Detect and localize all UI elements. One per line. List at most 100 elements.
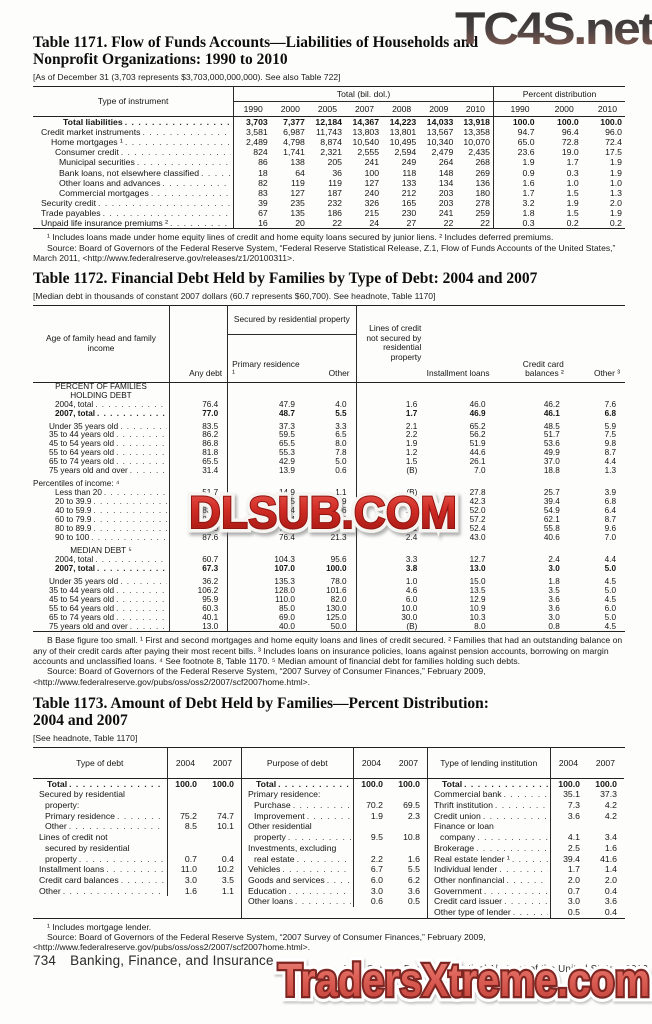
cell: 52.0: [469, 506, 486, 516]
cell: 5.0: [604, 612, 616, 622]
col-header-lines-of-credit: Lines of credit not secured by residenti…: [355, 305, 427, 383]
cell: 1.3: [609, 187, 622, 198]
cell: 76.4: [227, 533, 304, 543]
cell: 0.7: [166, 853, 204, 865]
cell: 42.3: [469, 497, 486, 507]
col-header-any-debt: Any debt: [168, 305, 228, 383]
cell: [227, 476, 304, 481]
cell: 8.0: [335, 439, 347, 449]
cell: 44.6: [469, 448, 486, 458]
cell: 14,033: [426, 116, 454, 127]
table-row: Other8.5 10.1: [33, 821, 241, 833]
year-header: 2010: [597, 103, 617, 114]
row-label: Bank loans, not elsewhere classified: [33, 168, 234, 178]
cell: 1.0: [609, 177, 622, 188]
cell: 235: [290, 197, 305, 208]
cell: [569, 547, 625, 556]
row-label: 45 to 54 years old: [33, 596, 169, 605]
cell: 100.0: [595, 778, 617, 789]
cell: 59.5: [227, 431, 304, 441]
cell: [204, 789, 241, 800]
cell: 1.6: [407, 853, 420, 864]
cell: [569, 382, 625, 391]
cell: 39.4: [543, 497, 560, 507]
cell: 85.0: [227, 604, 304, 614]
cell: 47.9: [227, 400, 304, 410]
footnote: ¹ Includes mortgage lender.: [47, 921, 152, 932]
table-1173-headnote: [See headnote, Table 1170]: [33, 732, 138, 743]
census-credit-line: U.S. Census Bureau, Statistical Abstract…: [343, 964, 648, 975]
source-note: Source: Board of Governors of the Federa…: [33, 242, 616, 264]
cell: 36.2: [168, 577, 228, 587]
cell: 12,184: [315, 116, 342, 127]
row-label: Thrift institution: [428, 800, 550, 811]
stub-header: Age of family head and family income: [46, 333, 156, 353]
table-row: Consumer credit824 1,741 2,321 2,555 2,594 2,…: [33, 147, 625, 158]
cell: 1.4: [604, 864, 617, 875]
year-header: 1990: [233, 101, 271, 117]
table-row: Real estate lender ¹39.4 41.6: [428, 853, 624, 865]
year-header: 2007: [595, 757, 615, 768]
cell: 5.0: [335, 457, 347, 467]
cell: 1.1: [335, 488, 347, 498]
cell: 1.6: [355, 515, 427, 525]
row-label: Finance or loan: [434, 821, 494, 832]
document-page: Table 1171. Flow of Funds Accounts—Liabi…: [33, 34, 625, 953]
cell: 186: [327, 208, 342, 219]
cell: 22: [332, 218, 342, 229]
cell: 41.6: [600, 853, 617, 864]
table-row: Percentiles of income: ⁴: [33, 479, 625, 490]
cell: 241: [438, 208, 454, 219]
panel-table: Purpose of debt 2004 2007 Total100.0100.…: [242, 747, 427, 908]
cell: [355, 382, 427, 392]
row-label: Other type of lender: [428, 907, 550, 918]
cell: 69.0: [227, 613, 304, 623]
cell: [549, 821, 587, 833]
table-row: Other loans and advances82 119 119 127 133 13…: [33, 177, 625, 188]
cell: 6.4: [604, 506, 616, 516]
cell: 100.0: [352, 778, 390, 790]
row-label: Commercial mortgages: [33, 188, 234, 198]
cell: 45.4: [227, 506, 304, 517]
cell: 148: [438, 167, 454, 178]
cell: 264: [438, 157, 454, 168]
row-label: 35 to 44 years old: [33, 431, 169, 440]
footnote: B Base figure too small. ¹ First and sec…: [33, 635, 623, 667]
panel-type-of-debt: Type of debt 2004 2007 Total100.0100.0Se…: [33, 747, 241, 918]
cell: 9.5: [352, 832, 390, 843]
cell: 60.7: [168, 555, 228, 565]
cell: 75.2: [166, 810, 204, 822]
col-header-credit-card: Credit card balances ²: [522, 358, 564, 379]
cell: (B): [355, 466, 427, 477]
cell: 67: [233, 208, 271, 219]
table-1171: Type of instrument Total (bil. dol.) Per…: [33, 85, 625, 230]
cell: 27.8: [469, 488, 486, 498]
cell: [227, 480, 304, 490]
cell: 100.0: [398, 778, 420, 789]
page-number: 734: [33, 953, 57, 968]
cell: 4.5: [604, 576, 616, 586]
cell: 24: [369, 218, 380, 229]
cell: [168, 480, 228, 490]
table-1173-notes: ¹ Includes mortgage lender. Source: Boar…: [33, 922, 625, 953]
cell: 4.8: [335, 515, 347, 525]
panel-header: Purpose of debt: [266, 757, 328, 768]
title-line: Table 1173. Amount of Debt Held by Famil…: [33, 694, 489, 712]
year-header: 2000: [280, 103, 300, 114]
table-row: Credit card balances3.0 3.5: [33, 875, 241, 886]
cell: 187: [327, 187, 342, 198]
cell: 5.5: [335, 408, 347, 418]
table-row: 55 to 64 years old81.855.3 7.8 1.2 44.6 49.9…: [33, 448, 625, 459]
cell: [168, 546, 228, 556]
cell: 10,495: [389, 137, 417, 148]
cell: 83.5: [168, 422, 228, 432]
cell: 1.0: [355, 577, 427, 587]
cell: 3.4: [604, 832, 617, 843]
table-row: Less than 2051.714.9 1.1 (B) 27.8 25.7 3.9: [33, 488, 625, 499]
cell: 48.5: [543, 421, 560, 431]
cell: 46.1: [543, 408, 560, 418]
